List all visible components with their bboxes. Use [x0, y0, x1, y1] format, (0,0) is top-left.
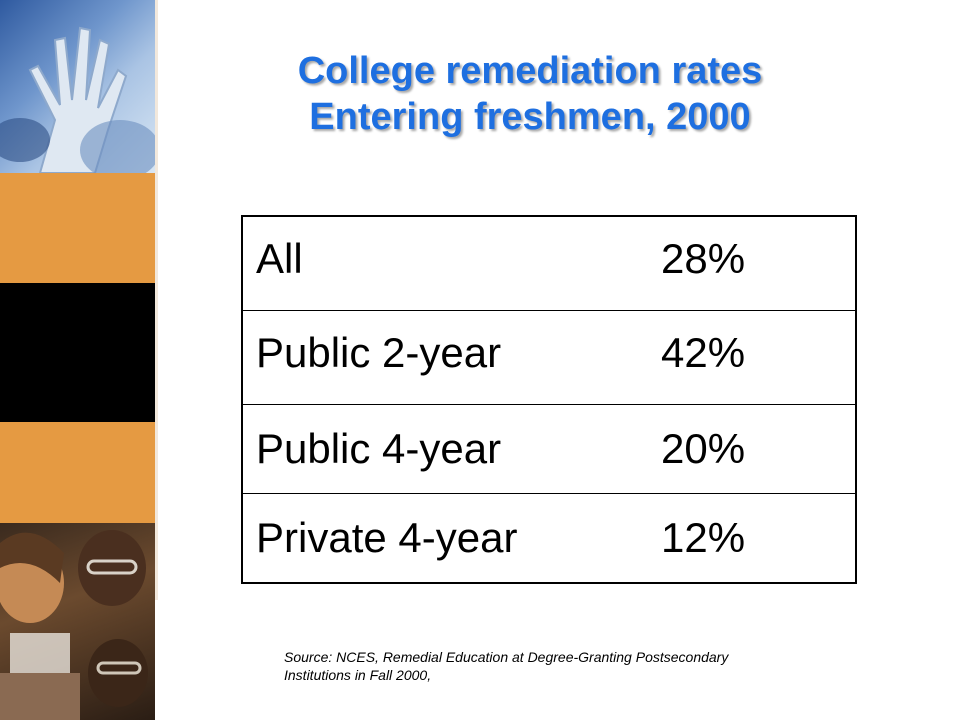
rate-cell: 12%	[661, 514, 746, 561]
category-cell: Public 2-year	[242, 310, 661, 405]
orange-band	[0, 422, 155, 523]
students-illustration	[0, 530, 148, 720]
title-line-2: Entering freshmen, 2000	[309, 96, 751, 138]
slide-title: College remediation rates Entering fresh…	[200, 48, 860, 140]
category-cell: Public 4-year	[242, 404, 661, 494]
table-row: Private 4-year 12%	[242, 494, 856, 584]
category-cell: All	[242, 216, 661, 311]
source-line-2: Institutions in Fall 2000,	[284, 667, 432, 683]
strip-divider	[155, 0, 158, 600]
rate-cell: 28%	[661, 216, 856, 311]
raised-hand-photo	[0, 0, 155, 173]
category-cell: Private 4-year	[256, 514, 518, 561]
decorative-strip	[0, 0, 155, 720]
table-row: Public 2-year 42%	[242, 310, 856, 405]
table-row: Public 4-year 20%	[242, 404, 856, 494]
black-band	[0, 283, 155, 422]
source-note: Source: NCES, Remedial Education at Degr…	[284, 648, 844, 684]
title-line-1: College remediation rates	[297, 50, 763, 92]
orange-band	[0, 173, 155, 283]
table-row: All 28%	[242, 216, 856, 311]
source-line-1: Source: NCES, Remedial Education at Degr…	[284, 649, 729, 665]
students-photo	[0, 523, 155, 720]
raised-hand-illustration	[0, 26, 155, 173]
remediation-rate-table: All 28% Public 2-year 42% Public 4-year …	[241, 215, 857, 584]
rate-cell: 42%	[661, 310, 856, 405]
rate-cell: 20%	[661, 404, 856, 494]
